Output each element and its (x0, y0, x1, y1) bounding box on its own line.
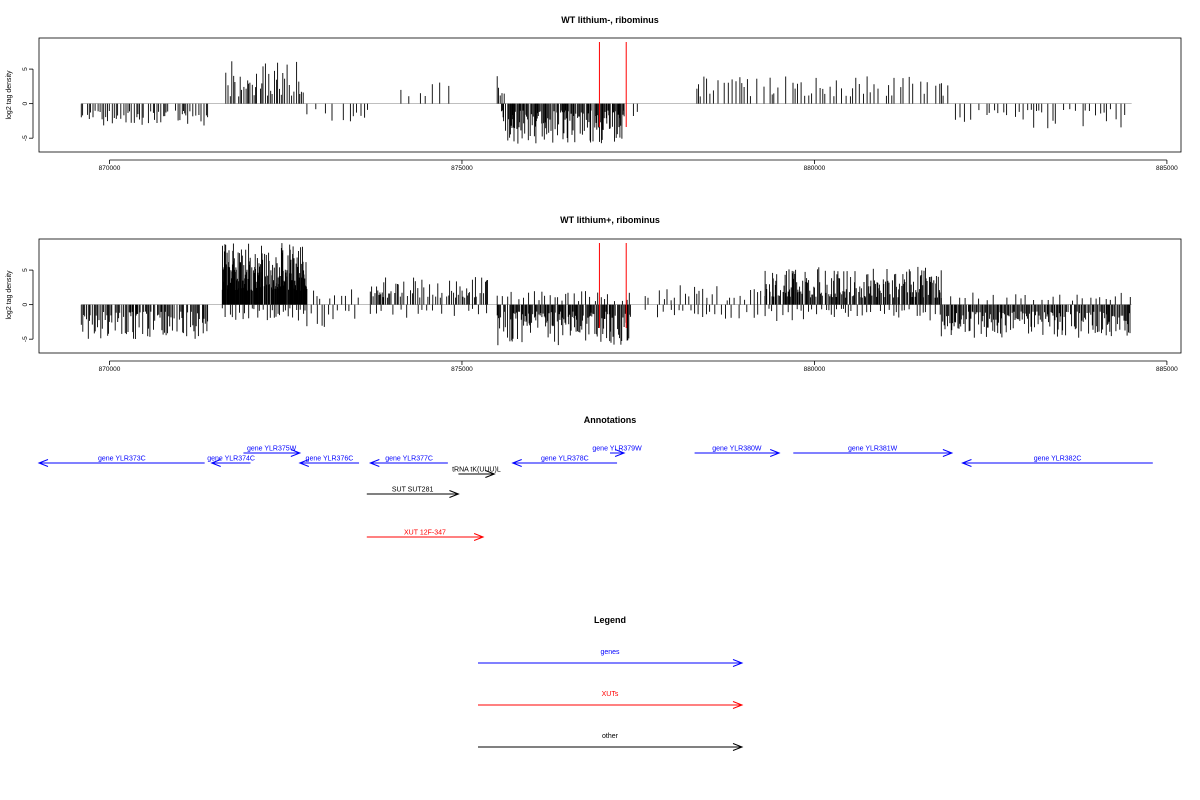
x-tick-label: 885000 (1156, 366, 1178, 373)
annotation-feature: gene YLR374C (207, 456, 255, 467)
marker-lines (598, 243, 627, 328)
legend-arrow-icon (732, 659, 744, 667)
y-axis-label: log2 tag density (6, 70, 13, 120)
feature-label: gene YLR378C (541, 456, 589, 463)
feature-label: gene YLR376C (306, 456, 354, 463)
x-tick-label: 885000 (1156, 165, 1178, 172)
strand-arrow-icon (37, 459, 49, 467)
legend-label: XUTs (602, 691, 619, 698)
plot-frame (38, 37, 1182, 153)
strand-arrow-icon (290, 449, 302, 457)
annotation-feature: gene YLR373C (37, 456, 205, 467)
x-tick-label: 875000 (451, 366, 473, 373)
legend-title: Legend (594, 615, 626, 625)
legend-item: XUTs (478, 691, 744, 709)
feature-label: gene YLR380W (712, 446, 762, 453)
track-panel-lithium-minus: WT lithium-, ribominus log2 tag density … (6, 15, 1182, 172)
legend-label: other (602, 733, 619, 740)
annotation-feature: gene YLR376C (298, 456, 360, 467)
strand-arrow-icon (485, 470, 496, 478)
axes: 870000 875000 880000 885000 -5 0 5 (22, 238, 1182, 373)
feature-label: gene YLR381W (848, 446, 898, 453)
legend-label: genes (600, 649, 620, 656)
feature-label: gene YLR373C (98, 456, 146, 463)
strand-arrow-icon (473, 533, 485, 541)
strand-arrow-icon (298, 459, 310, 467)
feature-label: gene YLR374C (207, 456, 255, 463)
legend-items: genes XUTs other (478, 649, 744, 751)
annotations-panel: Annotations gene YLR373C gene YLR374Cgene… (37, 415, 1153, 541)
strand-arrow-icon (942, 449, 954, 457)
y-axis-label: log2 tag density (6, 270, 13, 320)
legend-arrow-icon (732, 743, 744, 751)
x-tick-label: 870000 (99, 366, 121, 373)
legend-panel: Legend genes XUTs other (478, 615, 744, 751)
annotation-feature: gene YLR380W (694, 446, 781, 457)
annotation-feature: gene YLR379W (592, 446, 642, 457)
strand-arrow-icon (770, 449, 781, 457)
strand-arrow-icon (210, 459, 221, 467)
signal-bars (80, 61, 1132, 144)
signal-bars (80, 243, 1132, 346)
y-tick-label: 0 (22, 101, 29, 105)
strand-arrow-icon (511, 459, 522, 467)
track-panel-lithium-plus: WT lithium+, ribominus log2 tag density … (6, 215, 1182, 373)
feature-label: gene YLR377C (385, 456, 433, 463)
y-tick-label: -5 (22, 336, 29, 342)
feature-label: gene YLR382C (1034, 456, 1082, 463)
feature-label: XUT 12F-347 (404, 530, 446, 537)
annotation-feature: gene YLR382C (961, 456, 1153, 467)
y-tick-label: 5 (22, 67, 29, 71)
y-tick-label: 5 (22, 268, 29, 272)
annotations-title: Annotations (584, 415, 637, 425)
annotation-features: gene YLR373C gene YLR374C gene YLR375W gene… (37, 446, 1153, 541)
strand-arrow-icon (449, 490, 460, 498)
x-tick-label: 880000 (804, 165, 826, 172)
x-tick-label: 870000 (99, 165, 121, 172)
marker-lines (598, 42, 627, 127)
x-tick-label: 875000 (451, 165, 473, 172)
feature-label: SUT SUT281 (392, 487, 434, 494)
panel-title: WT lithium-, ribominus (561, 15, 659, 25)
feature-label: gene YLR379W (592, 446, 642, 453)
x-tick-label: 880000 (804, 366, 826, 373)
feature-label: tRNA tK(UUU)L (452, 467, 501, 474)
annotation-feature: tRNA tK(UUU)L (452, 467, 501, 478)
annotation-feature: gene YLR381W (793, 446, 954, 457)
annotation-feature: gene YLR375W (243, 446, 302, 457)
plot-frame (38, 238, 1182, 354)
panel-title: WT lithium+, ribominus (560, 215, 660, 225)
axes: 870000 875000 880000 885000 -5 0 5 (22, 37, 1182, 172)
legend-item: genes (478, 649, 744, 667)
strand-arrow-icon (961, 459, 972, 467)
annotation-feature: SUT SUT281 (366, 487, 460, 498)
strand-arrow-icon (368, 459, 380, 467)
legend-item: other (478, 733, 744, 751)
y-tick-label: 0 (22, 302, 29, 306)
y-tick-label: -5 (22, 135, 29, 141)
strand-arrow-icon (614, 449, 626, 457)
annotation-feature: gene YLR377C (368, 456, 448, 467)
annotation-feature: gene YLR378C (511, 456, 618, 467)
legend-arrow-icon (732, 701, 744, 709)
feature-label: gene YLR375W (247, 446, 297, 453)
annotation-feature: XUT 12F-347 (366, 530, 485, 541)
